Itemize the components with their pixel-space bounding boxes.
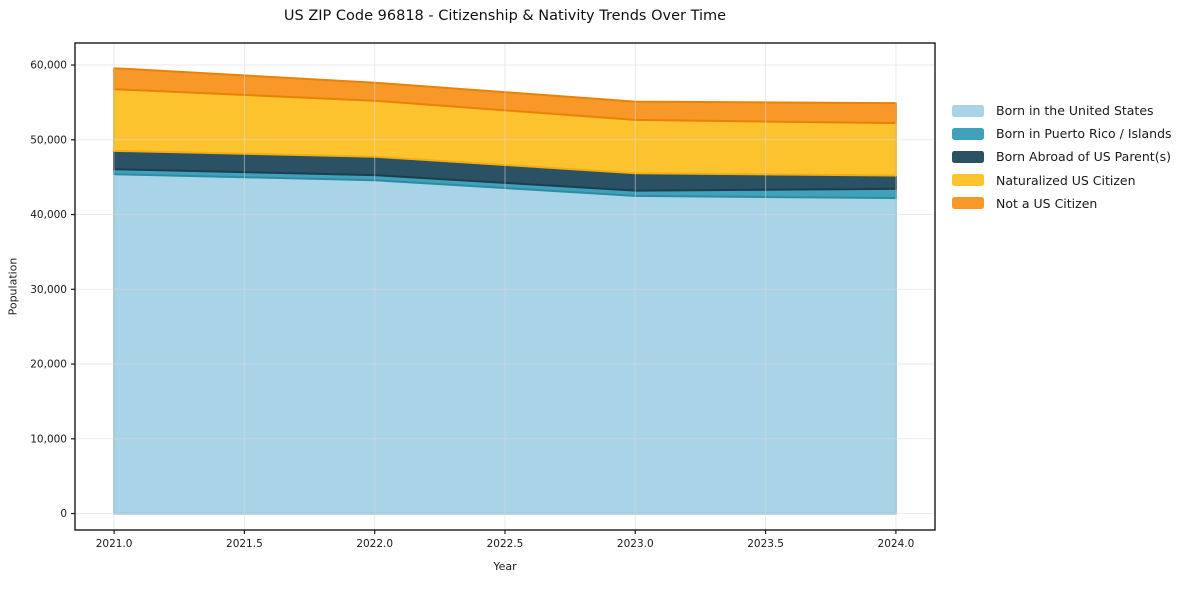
legend-item-0: Born in the United States [952, 99, 1188, 122]
legend-label: Naturalized US Citizen [996, 172, 1136, 188]
legend-label: Born Abroad of US Parent(s) [996, 149, 1171, 165]
y-tick-label: 20,000 [30, 359, 67, 371]
x-tick-label: 2021.5 [226, 538, 263, 550]
legend-swatch [952, 197, 984, 210]
legend-label: Born in Puerto Rico / Islands [996, 126, 1172, 142]
y-tick-label: 30,000 [30, 284, 67, 296]
legend-item-2: Born Abroad of US Parent(s) [952, 145, 1188, 168]
legend-swatch [952, 150, 984, 163]
y-tick-label: 60,000 [30, 60, 67, 72]
y-tick-label: 50,000 [30, 134, 67, 146]
x-tick-label: 2022.5 [487, 538, 524, 550]
legend-item-3: Naturalized US Citizen [952, 169, 1188, 192]
legend-label: Not a US Citizen [996, 195, 1098, 211]
x-tick-label: 2021.0 [96, 538, 133, 550]
y-axis-label: Population [6, 257, 20, 316]
chart-title: US ZIP Code 96818 - Citizenship & Nativi… [283, 8, 727, 24]
x-tick-label: 2022.0 [356, 538, 393, 550]
legend: Born in the United States Born in Puerto … [952, 99, 1188, 215]
y-tick-label: 10,000 [30, 433, 67, 445]
x-tick-label: 2024.0 [878, 538, 915, 550]
y-tick-label: 0 [60, 508, 67, 520]
x-tick-label: 2023.5 [747, 538, 784, 550]
legend-label: Born in the United States [996, 103, 1154, 119]
legend-item-4: Not a US Citizen [952, 192, 1188, 215]
legend-swatch [952, 174, 984, 187]
y-tick-label: 40,000 [30, 209, 67, 221]
legend-swatch [952, 127, 984, 140]
legend-item-1: Born in Puerto Rico / Islands [952, 122, 1188, 145]
x-axis-label: Year [493, 560, 517, 573]
legend-swatch [952, 104, 984, 117]
x-tick-label: 2023.0 [617, 538, 654, 550]
